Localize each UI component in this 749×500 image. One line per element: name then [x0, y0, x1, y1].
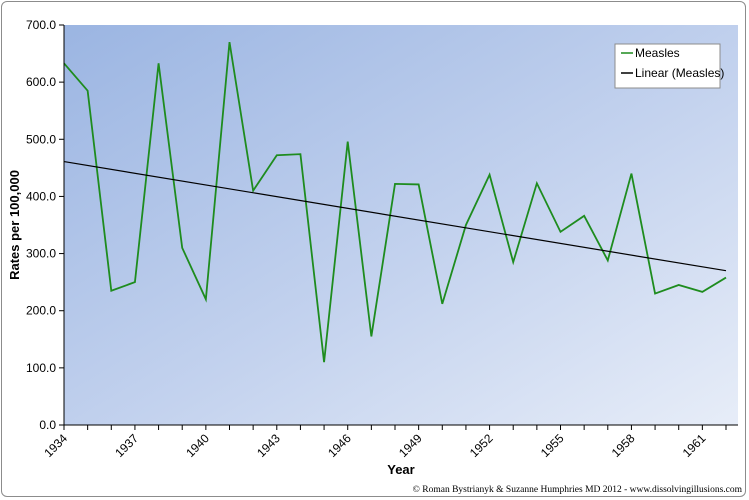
y-tick-label: 100.0 — [26, 361, 56, 375]
x-tick-label: 1937 — [112, 431, 141, 460]
x-axis-title: Year — [387, 462, 414, 477]
x-tick-label: 1940 — [183, 431, 212, 460]
credit-text: © Roman Bystrianyk & Suzanne Humphries M… — [413, 484, 743, 495]
trendline — [63, 160, 727, 272]
plot-area — [64, 25, 738, 425]
legend-box — [614, 43, 721, 89]
y-tick-label: 0.0 — [39, 418, 56, 432]
legend: Measles Linear (Measles) — [614, 43, 724, 89]
x-tick-label: 1949 — [396, 431, 425, 460]
legend-label: Linear (Measles) — [635, 66, 724, 80]
x-tick-label: 1958 — [609, 431, 638, 460]
x-tick-label: 1943 — [254, 431, 283, 460]
y-tick-label: 200.0 — [26, 304, 56, 318]
x-tick-label: 1946 — [325, 431, 354, 460]
series-lines — [63, 42, 727, 363]
x-tick-label: 1955 — [538, 431, 567, 460]
y-tick-label: 500.0 — [26, 132, 56, 146]
y-tick-label: 700.0 — [26, 18, 56, 32]
y-axis-title: Rates per 100,000 — [7, 170, 22, 280]
y-tick-label: 600.0 — [26, 75, 56, 89]
x-axis-ticks: 1934 1937 1940 1943 1946 1949 1952 1955 1958 1961 — [41, 425, 727, 460]
y-axis-ticks: 0.0 100.0 200.0 300.0 400.0 500.0 600.0 700.0 — [26, 18, 64, 432]
y-tick-label: 400.0 — [26, 189, 56, 203]
x-tick-label: 1934 — [41, 431, 70, 460]
legend-label: Measles — [635, 46, 680, 60]
y-tick-label: 300.0 — [26, 247, 56, 261]
x-tick-label: 1961 — [680, 431, 709, 460]
x-tick-label: 1952 — [467, 431, 496, 460]
